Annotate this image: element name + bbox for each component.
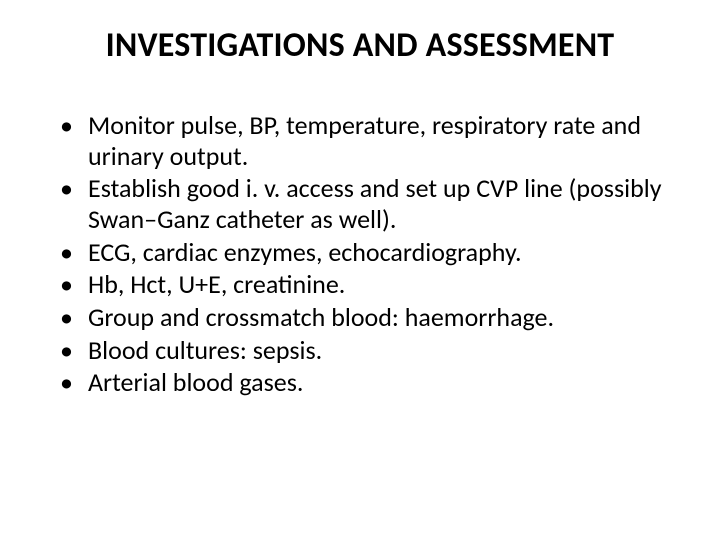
list-item: Group and crossmatch blood: haemorrhage. (60, 302, 670, 333)
list-item: Monitor pulse, BP, temperature, respirat… (60, 110, 670, 171)
list-item: Arterial blood gases. (60, 367, 670, 398)
list-item: Establish good i. v. access and set up C… (60, 173, 670, 234)
list-item: Hb, Hct, U+E, creatinine. (60, 269, 670, 300)
slide-title: INVESTIGATIONS AND ASSESSMENT (50, 25, 670, 66)
bullet-list: Monitor pulse, BP, temperature, respirat… (50, 110, 670, 398)
list-item: Blood cultures: sepsis. (60, 335, 670, 366)
list-item: ECG, cardiac enzymes, echocardiography. (60, 237, 670, 268)
